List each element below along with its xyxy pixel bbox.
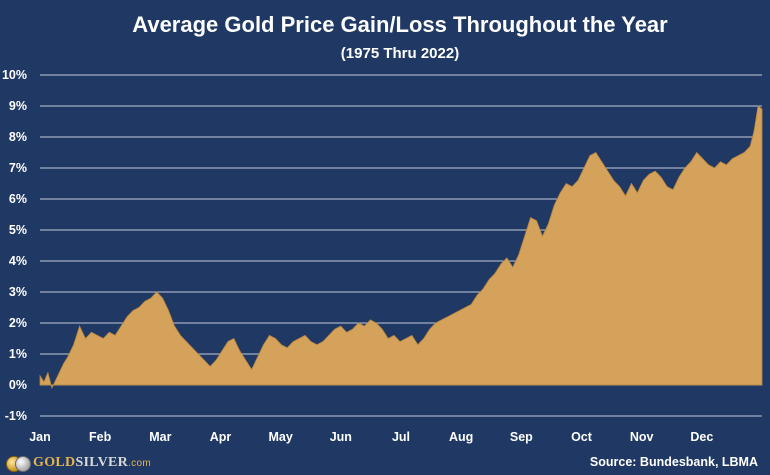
x-tick-label: Feb	[89, 430, 112, 444]
x-tick-label: Nov	[630, 430, 654, 444]
y-tick-label: 1%	[9, 347, 27, 361]
x-tick-label: Aug	[449, 430, 473, 444]
silver-coin-icon	[15, 456, 31, 472]
x-tick-label: Jul	[392, 430, 410, 444]
source-note: Source: Bundesbank, LBMA	[589, 455, 758, 469]
x-tick-label: Sep	[510, 430, 533, 444]
x-tick-label: May	[269, 430, 293, 444]
x-tick-label: Dec	[690, 430, 713, 444]
x-tick-label: Jan	[29, 430, 51, 444]
y-axis-ticks: -1% 0% 1% 2% 3% 4% 5% 6% 7% 8% 9% 10%	[2, 68, 27, 423]
plot-area	[39, 105, 763, 390]
brand-logo: GOLDSILVER.com	[6, 455, 151, 472]
y-tick-label: 3%	[9, 285, 27, 299]
y-tick-label: 8%	[9, 130, 27, 144]
x-tick-label: Mar	[149, 430, 171, 444]
y-tick-label: -1%	[5, 409, 27, 423]
y-tick-label: 7%	[9, 161, 27, 175]
chart-subtitle: (1975 Thru 2022)	[341, 45, 459, 62]
chart-title: Average Gold Price Gain/Loss Throughout …	[132, 12, 668, 37]
x-tick-label: Jun	[330, 430, 352, 444]
x-axis-ticks: Jan Feb Mar Apr May Jun Jul Aug Sep Oct Nov Dec	[29, 430, 713, 444]
y-tick-label: 4%	[9, 254, 27, 268]
brand-gold-text: GOLD	[33, 455, 76, 470]
brand-text: GOLDSILVER.com	[33, 455, 151, 471]
coins-icon	[6, 456, 31, 472]
brand-com-text: .com	[128, 458, 151, 469]
x-tick-label: Apr	[210, 430, 232, 444]
y-tick-label: 0%	[9, 378, 27, 392]
y-tick-label: 6%	[9, 192, 27, 206]
x-tick-label: Oct	[571, 430, 593, 444]
y-tick-label: 9%	[9, 99, 27, 113]
brand-silver-text: SILVER	[75, 455, 129, 470]
series-area	[39, 105, 763, 390]
y-tick-label: 2%	[9, 316, 27, 330]
y-tick-label: 5%	[9, 223, 27, 237]
y-tick-label: 10%	[2, 68, 27, 82]
